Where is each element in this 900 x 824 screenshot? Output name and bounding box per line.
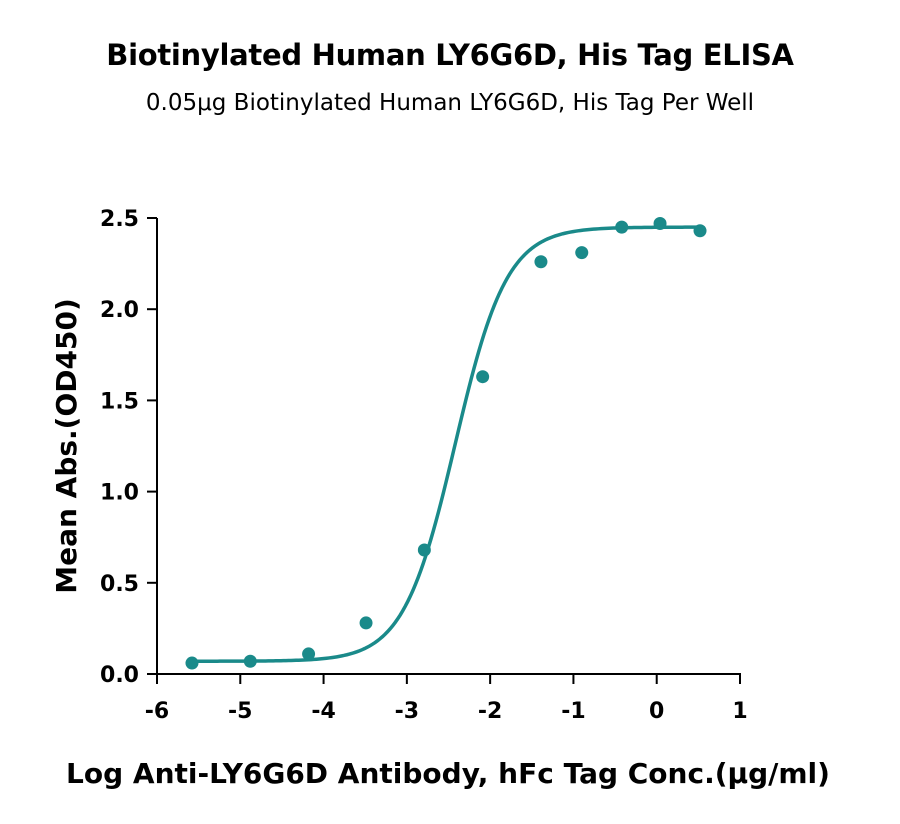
chart-title: Biotinylated Human LY6G6D, His Tag ELISA [106, 38, 794, 72]
data-point [185, 656, 199, 670]
axes: -6 -5 -4 -3 -2 -1 0 1 0.0 0.5 1.0 1.5 2.0 2.5 [100, 207, 748, 724]
x-axis-label: Log Anti-LY6G6D Antibody, hFc Tag Conc.(… [66, 757, 830, 790]
x-tick-label: -4 [311, 699, 335, 724]
chart-subtitle: 0.05μg Biotinylated Human LY6G6D, His Ta… [145, 90, 755, 116]
data-point [476, 370, 490, 384]
data-point [615, 220, 629, 234]
data-point [575, 246, 589, 260]
data-point [693, 224, 707, 238]
x-tick-label: -3 [395, 699, 419, 724]
y-axis-label: Mean Abs.(OD450) [50, 298, 83, 594]
fit-curve-layer [191, 225, 701, 663]
fit-curve [191, 225, 701, 663]
data-point [417, 543, 431, 557]
data-point [302, 647, 316, 661]
x-tick-label: 1 [732, 699, 747, 724]
y-tick-label: 1.0 [100, 481, 139, 506]
x-tick-label: -2 [478, 699, 502, 724]
x-tick-label: -6 [145, 699, 169, 724]
y-tick-label: 1.5 [100, 389, 139, 414]
data-point [359, 616, 373, 630]
y-tick-label: 2.5 [100, 207, 139, 232]
y-tick-label: 0.5 [100, 572, 139, 597]
data-points-layer [185, 216, 707, 670]
y-tick-label: 2.0 [100, 298, 139, 323]
x-tick-label: -1 [561, 699, 585, 724]
x-tick-label: 0 [649, 699, 664, 724]
data-point [653, 216, 667, 230]
data-point [534, 255, 548, 269]
data-point [243, 654, 257, 668]
x-tick-label: -5 [228, 699, 252, 724]
y-tick-label: 0.0 [100, 663, 139, 688]
